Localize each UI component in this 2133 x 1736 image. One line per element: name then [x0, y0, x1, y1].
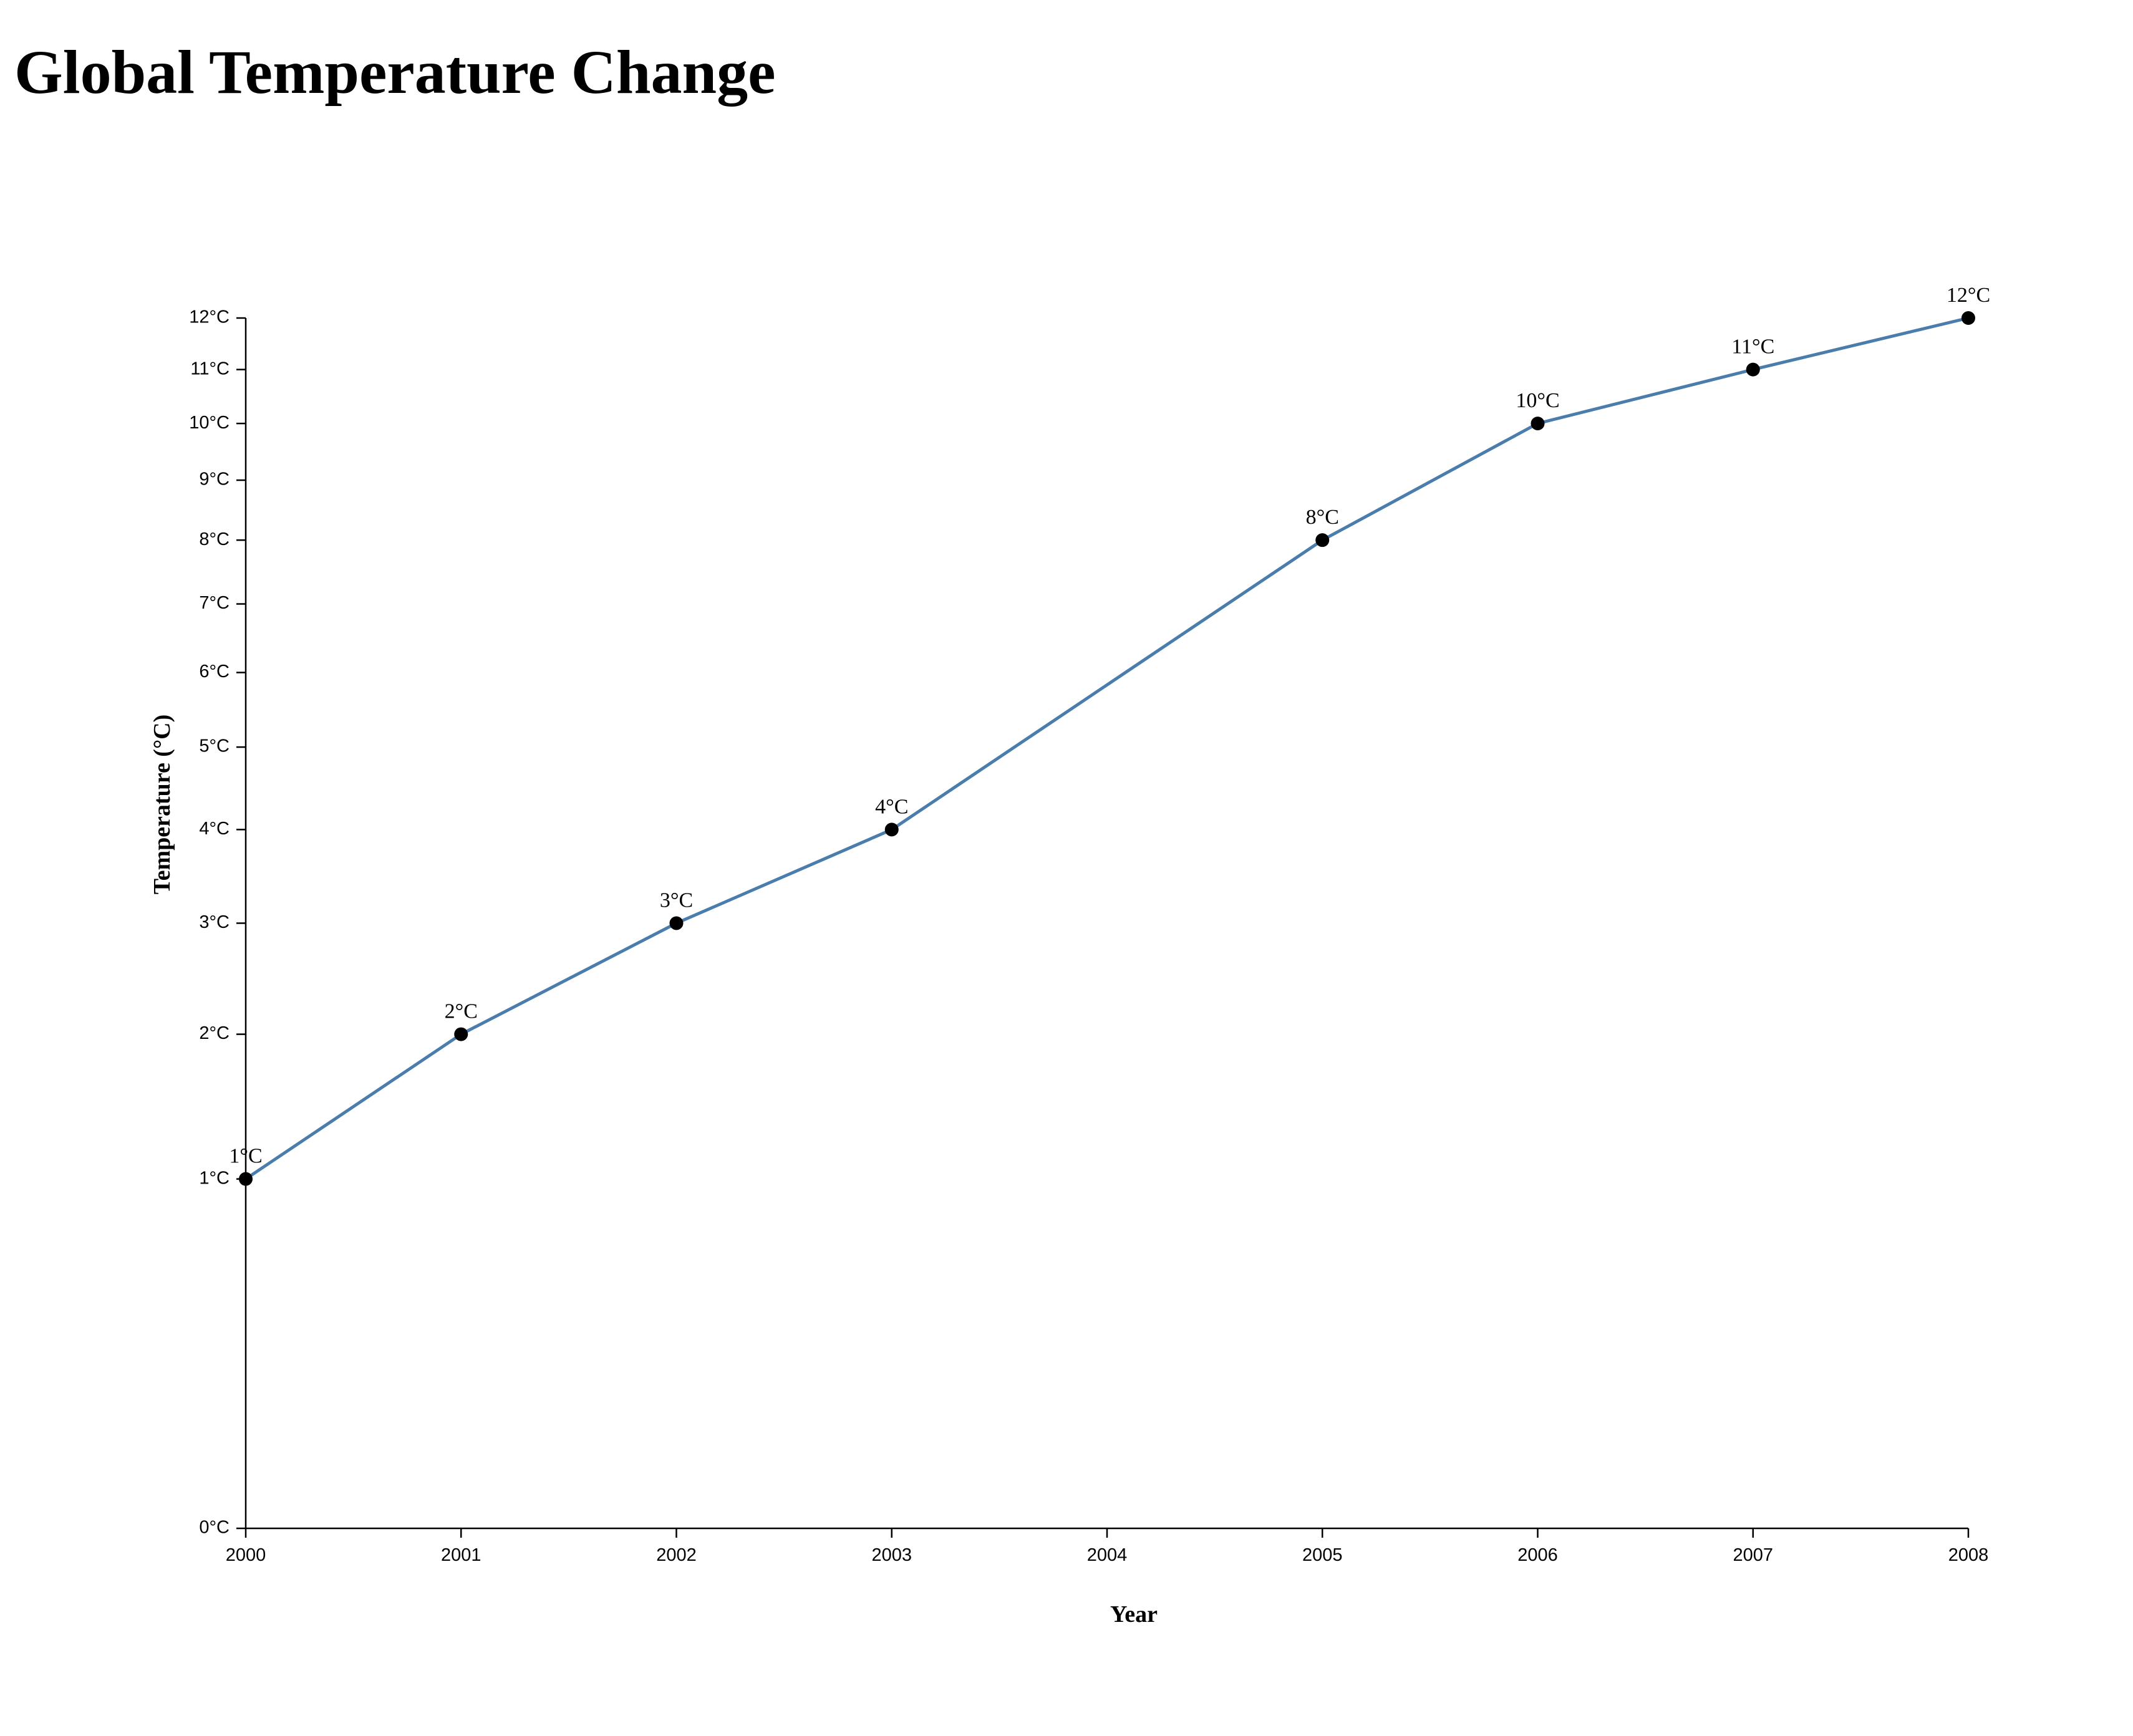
data-label: 11°C [1731, 335, 1774, 359]
data-label: 1°C [229, 1145, 262, 1168]
data-label: 3°C [660, 889, 693, 912]
y-tick-label: 12°C [189, 307, 230, 327]
y-tick-label: 7°C [199, 593, 230, 613]
data-label: 2°C [445, 1000, 478, 1023]
data-point [1961, 311, 1975, 325]
y-tick-label: 2°C [199, 1023, 230, 1043]
y-tick-label: 5°C [199, 736, 230, 756]
x-tick-label: 2006 [1517, 1545, 1558, 1565]
x-tick-label: 2007 [1733, 1545, 1773, 1565]
y-tick-label: 8°C [199, 529, 230, 549]
x-tick-label: 2004 [1087, 1545, 1128, 1565]
x-tick-label: 2001 [441, 1545, 481, 1565]
data-point [1746, 362, 1760, 377]
y-axis: 0°C 1°C 2°C 3°C 4°C 5°C 6°C 7°C 8°C 9°C 10°C 11°C 12… [189, 307, 247, 1538]
series-layer: 1°C 2°C 3°C 4°C 8°C 10°C 11°C 12°C [229, 284, 1990, 1186]
data-point [239, 1172, 253, 1186]
data-point [884, 822, 899, 837]
y-tick-label: 1°C [199, 1168, 230, 1188]
data-point [454, 1027, 468, 1041]
series-line [244, 316, 1969, 1180]
data-label: 4°C [875, 795, 908, 818]
page-title: Global Temperature Change [14, 37, 776, 107]
x-tick-label: 2008 [1948, 1545, 1989, 1565]
data-point [1315, 533, 1330, 547]
y-tick-label: 10°C [189, 413, 230, 433]
data-label: 12°C [1947, 284, 1990, 307]
data-point [1531, 417, 1545, 431]
y-tick-label: 3°C [199, 912, 230, 932]
x-axis-title: Year [1110, 1601, 1158, 1628]
y-axis-title: Temperature (°C) [149, 715, 175, 895]
x-tick-label: 2000 [226, 1545, 266, 1565]
y-tick-label: 4°C [199, 819, 230, 839]
y-tick-label: 11°C [190, 359, 230, 379]
y-tick-label: 0°C [199, 1518, 230, 1538]
x-tick-label: 2002 [656, 1545, 697, 1565]
y-tick-label: 9°C [199, 470, 230, 489]
y-tick-label: 6°C [199, 662, 230, 682]
x-tick-label: 2005 [1302, 1545, 1343, 1565]
data-point [669, 916, 684, 930]
data-label: 10°C [1516, 389, 1559, 412]
x-tick-label: 2003 [871, 1545, 912, 1565]
x-axis: 2000 2001 2002 2003 2004 2005 2006 2007 2008 [226, 1527, 1989, 1565]
data-label: 8°C [1306, 506, 1339, 529]
